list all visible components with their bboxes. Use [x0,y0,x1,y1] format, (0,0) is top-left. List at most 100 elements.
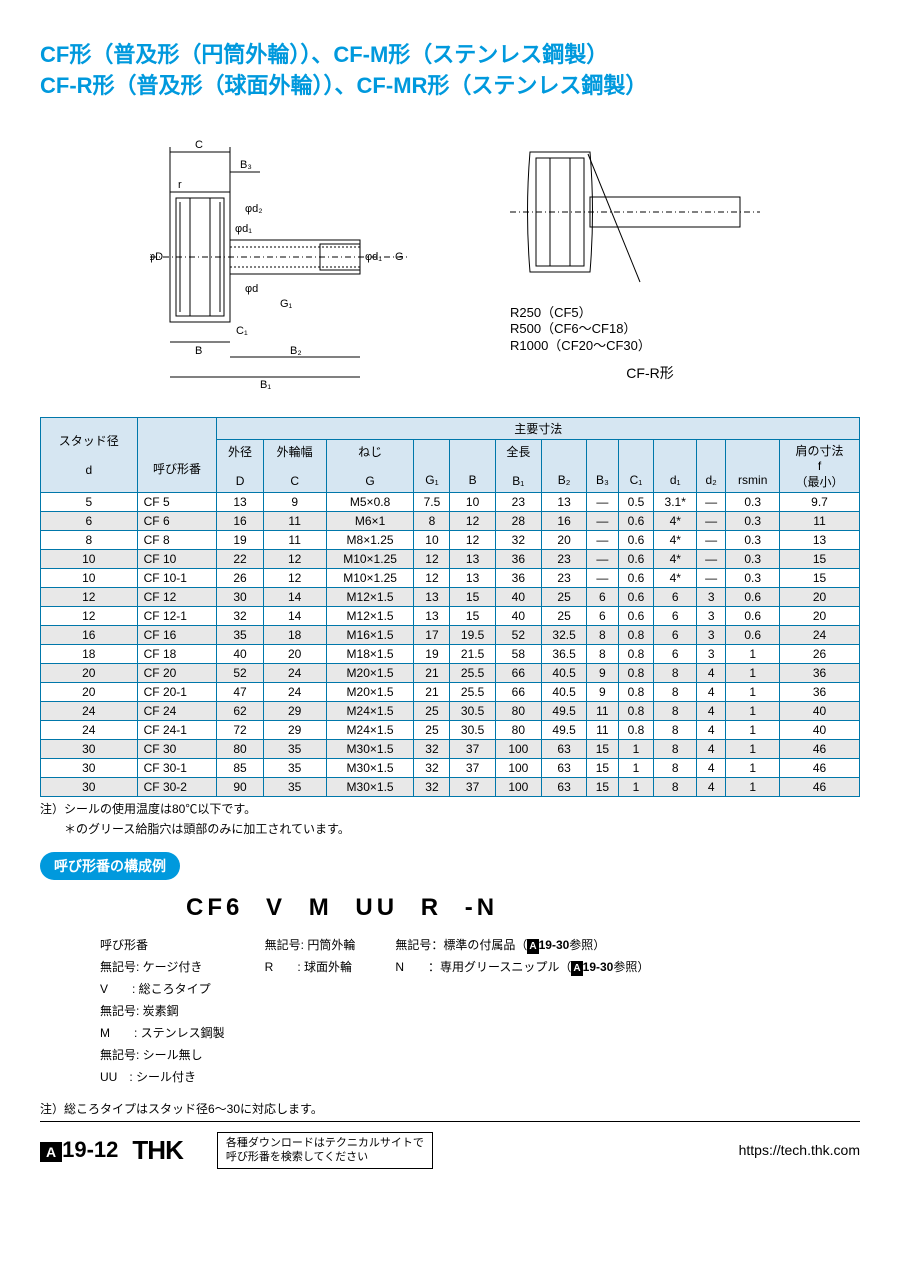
table-cell: 0.8 [618,663,654,682]
table-cell: 15 [450,587,495,606]
table-cell: 4* [654,530,697,549]
table-cell: CF 20-1 [137,682,217,701]
table-cell: 37 [450,777,495,796]
table-cell: 20 [541,530,586,549]
svg-text:B₃: B₃ [240,159,252,171]
table-cell: 58 [495,644,541,663]
table-cell: 1 [726,682,780,701]
table-cell: 4* [654,511,697,530]
table-cell: 32 [495,530,541,549]
th-G1: G₁ [414,439,450,492]
explain-model: 呼び形番 [100,936,225,954]
table-cell: 24 [263,663,326,682]
table-cell: 36.5 [541,644,586,663]
table-cell: 12 [414,568,450,587]
table-cell: — [696,530,725,549]
th-rsmin: rsmin [726,439,780,492]
svg-text:B: B [195,345,202,357]
table-cell: — [587,511,618,530]
table-cell: 10 [450,492,495,511]
table-cell: M12×1.5 [326,587,414,606]
table-cell: M10×1.25 [326,549,414,568]
code-v: V [260,894,292,921]
table-cell: 15 [780,568,860,587]
table-cell: 19 [414,644,450,663]
table-cell: M30×1.5 [326,758,414,777]
table-cell: 0.6 [618,511,654,530]
table-row: 12CF 123014M12×1.51315402560.6630.620 [41,587,860,606]
table-cell: 49.5 [541,701,586,720]
table-cell: 18 [263,625,326,644]
table-cell: 63 [541,777,586,796]
table-cell: 8 [414,511,450,530]
table-cell: 32 [217,606,263,625]
table-row: 30CF 308035M30×1.532371006315184146 [41,739,860,758]
diagram-left: C B₃ r φd₂ φD φd₁ φd G₁ φd₁ G C₁ B B₂ B₁ [150,132,450,397]
table-cell: 0.6 [726,587,780,606]
section-naming-pill: 呼び形番の構成例 [40,852,180,880]
table-cell: 63 [541,739,586,758]
naming-example: CF6 V M UU R -N 呼び形番 無記号: ケージ付き V : 総ころタ… [40,890,860,1090]
title-line-2: CF-R形（普及形（球面外輪））、CF-MR形（ステンレス鋼製） [40,71,860,102]
table-cell: 46 [780,758,860,777]
table-cell: 0.6 [618,568,654,587]
table-cell: 100 [495,758,541,777]
radius-label-2: R500（CF6～CF18） [510,321,790,338]
table-cell: — [587,549,618,568]
table-cell: 20 [780,587,860,606]
table-cell: 26 [217,568,263,587]
table-cell: 28 [495,511,541,530]
table-cell: 0.8 [618,720,654,739]
table-cell: 19 [217,530,263,549]
table-cell: 13 [780,530,860,549]
table-cell: 1 [726,701,780,720]
table-cell: 35 [217,625,263,644]
table-cell: 24 [263,682,326,701]
table-cell: 30.5 [450,720,495,739]
svg-text:φd₂: φd₂ [245,203,263,215]
table-cell: 3 [696,644,725,663]
table-cell: 80 [495,701,541,720]
table-cell: 0.8 [618,625,654,644]
footer: A19-12 THK 各種ダウンロードはテクニカルサイトで 呼び形番を検索してく… [40,1132,860,1169]
table-cell: 20 [41,663,138,682]
diagram-right: R250（CF5） R500（CF6～CF18） R1000（CF20～CF30… [510,132,790,397]
table-cell: 14 [263,606,326,625]
table-cell: 21 [414,682,450,701]
table-cell: 0.3 [726,511,780,530]
table-cell: M20×1.5 [326,663,414,682]
svg-text:φd₁: φd₁ [365,251,382,263]
table-cell: 17 [414,625,450,644]
table-cell: 8 [587,625,618,644]
diagram-right-caption: CF-R形 [510,363,790,383]
table-cell: 35 [263,739,326,758]
table-cell: 9 [587,663,618,682]
table-cell: 52 [495,625,541,644]
table-cell: 24 [41,701,138,720]
table-cell: 0.3 [726,568,780,587]
table-cell: 35 [263,758,326,777]
table-cell: 25 [414,720,450,739]
code-uu: UU [349,894,404,921]
svg-text:C₁: C₁ [236,325,248,337]
table-cell: CF 5 [137,492,217,511]
table-cell: 4 [696,739,725,758]
radius-labels: R250（CF5） R500（CF6～CF18） R1000（CF20～CF30… [510,305,790,356]
table-cell: 6 [587,606,618,625]
table-cell: 29 [263,720,326,739]
table-cell: 9 [263,492,326,511]
table-cell: CF 30-2 [137,777,217,796]
table-cell: 13 [450,568,495,587]
table-cell: 24 [780,625,860,644]
table-cell: 40 [780,720,860,739]
naming-code: CF6 V M UU R -N [180,890,860,926]
table-cell: 30 [41,777,138,796]
table-row: 12CF 12-13214M12×1.51315402560.6630.620 [41,606,860,625]
table-cell: 4 [696,720,725,739]
svg-text:G₁: G₁ [280,298,293,310]
th-d2: d₂ [696,439,725,492]
table-cell: 47 [217,682,263,701]
table-cell: 11 [587,701,618,720]
table-row: 20CF 205224M20×1.52125.56640.590.884136 [41,663,860,682]
footer-page-prefix: A [40,1142,62,1162]
